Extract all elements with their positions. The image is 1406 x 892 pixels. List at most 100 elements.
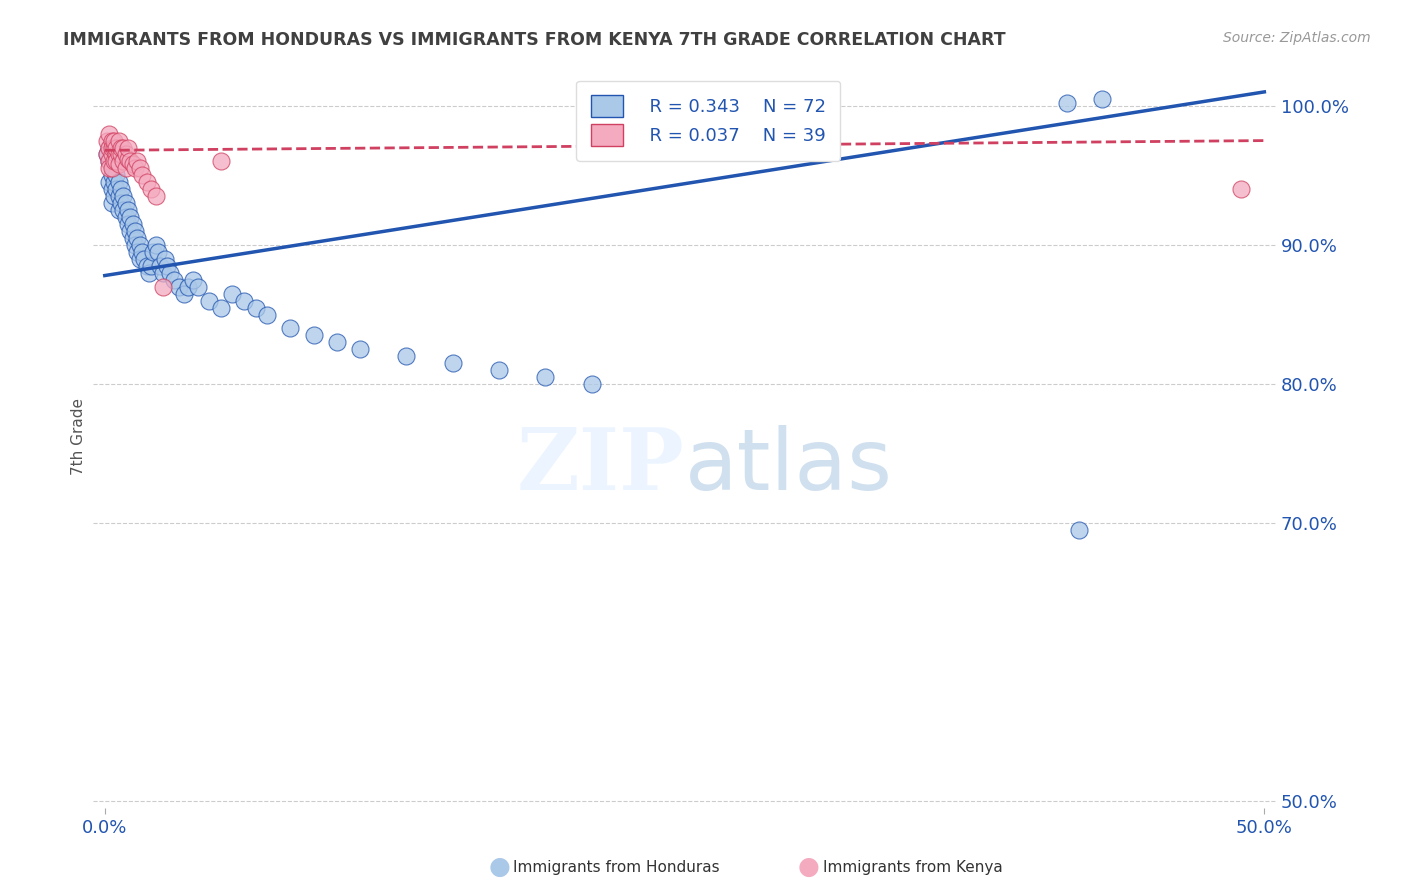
Point [107, 147, 129, 161]
Point [117, 203, 139, 218]
Point [105, 140, 128, 154]
Point [105, 154, 128, 169]
Point [167, 279, 190, 293]
Point [278, 321, 301, 335]
Point [98, 161, 121, 176]
Point [114, 210, 136, 224]
Point [349, 343, 371, 357]
Point [146, 244, 169, 259]
Point [120, 224, 142, 238]
Point [1067, 523, 1090, 537]
Point [128, 238, 150, 252]
Point [124, 238, 146, 252]
Point [209, 301, 232, 315]
Point [395, 349, 418, 363]
Point [103, 154, 125, 169]
Point [103, 161, 125, 176]
Point [98, 154, 121, 169]
Point [110, 196, 132, 211]
Point [1056, 95, 1078, 110]
Point [145, 189, 167, 203]
Point [120, 154, 142, 169]
Point [103, 175, 125, 189]
Point [135, 175, 157, 189]
Text: Immigrants from Honduras: Immigrants from Honduras [513, 860, 720, 874]
Point [152, 279, 174, 293]
Legend:   R = 0.343    N = 72,   R = 0.037    N = 39: R = 0.343 N = 72, R = 0.037 N = 39 [576, 80, 841, 161]
Y-axis label: 7th Grade: 7th Grade [72, 398, 86, 475]
Point [105, 182, 128, 196]
Point [124, 224, 146, 238]
Text: IMMIGRANTS FROM HONDURAS VS IMMIGRANTS FROM KENYA 7TH GRADE CORRELATION CHART: IMMIGRANTS FROM HONDURAS VS IMMIGRANTS F… [63, 31, 1005, 49]
Point [131, 244, 153, 259]
Point [117, 152, 139, 166]
Point [163, 273, 186, 287]
Point [1091, 92, 1114, 106]
Point [149, 259, 172, 273]
Text: ●: ● [488, 855, 510, 879]
Point [159, 266, 181, 280]
Point [110, 140, 132, 154]
Text: Source: ZipAtlas.com: Source: ZipAtlas.com [1223, 31, 1371, 45]
Point [110, 147, 132, 161]
Point [534, 370, 557, 384]
Point [187, 279, 209, 293]
Point [107, 175, 129, 189]
Point [120, 210, 142, 224]
Point [112, 154, 135, 169]
Point [107, 203, 129, 218]
Point [128, 252, 150, 266]
Point [121, 231, 143, 245]
Point [107, 189, 129, 203]
Point [105, 147, 128, 161]
Point [245, 301, 267, 315]
Point [138, 266, 160, 280]
Point [100, 147, 122, 161]
Point [98, 140, 121, 154]
Point [103, 189, 125, 203]
Text: Immigrants from Kenya: Immigrants from Kenya [823, 860, 1002, 874]
Point [198, 293, 221, 308]
Point [127, 231, 149, 245]
Point [117, 140, 139, 154]
Point [209, 154, 232, 169]
Point [256, 308, 278, 322]
Point [114, 147, 136, 161]
Point [105, 154, 128, 169]
Point [100, 169, 122, 183]
Point [100, 161, 122, 176]
Point [1230, 182, 1253, 196]
Point [117, 217, 139, 231]
Point [177, 279, 200, 293]
Point [96, 147, 118, 161]
Point [325, 335, 347, 350]
Point [100, 154, 122, 169]
Point [105, 169, 128, 183]
Point [103, 140, 125, 154]
Text: atlas: atlas [685, 425, 893, 508]
Point [100, 182, 122, 196]
Point [152, 266, 174, 280]
Point [124, 161, 146, 176]
Point [127, 244, 149, 259]
Point [100, 196, 122, 211]
Point [96, 134, 118, 148]
Point [114, 161, 136, 176]
Point [145, 238, 167, 252]
Point [141, 182, 163, 196]
Point [107, 134, 129, 148]
Point [107, 157, 129, 171]
Point [98, 154, 121, 169]
Text: ZIP: ZIP [517, 424, 685, 508]
Point [100, 134, 122, 148]
Point [96, 147, 118, 161]
Point [112, 189, 135, 203]
Point [103, 134, 125, 148]
Point [135, 259, 157, 273]
Text: ●: ● [797, 855, 820, 879]
Point [153, 252, 176, 266]
Point [128, 161, 150, 176]
Point [110, 182, 132, 196]
Point [232, 293, 254, 308]
Point [131, 169, 153, 183]
